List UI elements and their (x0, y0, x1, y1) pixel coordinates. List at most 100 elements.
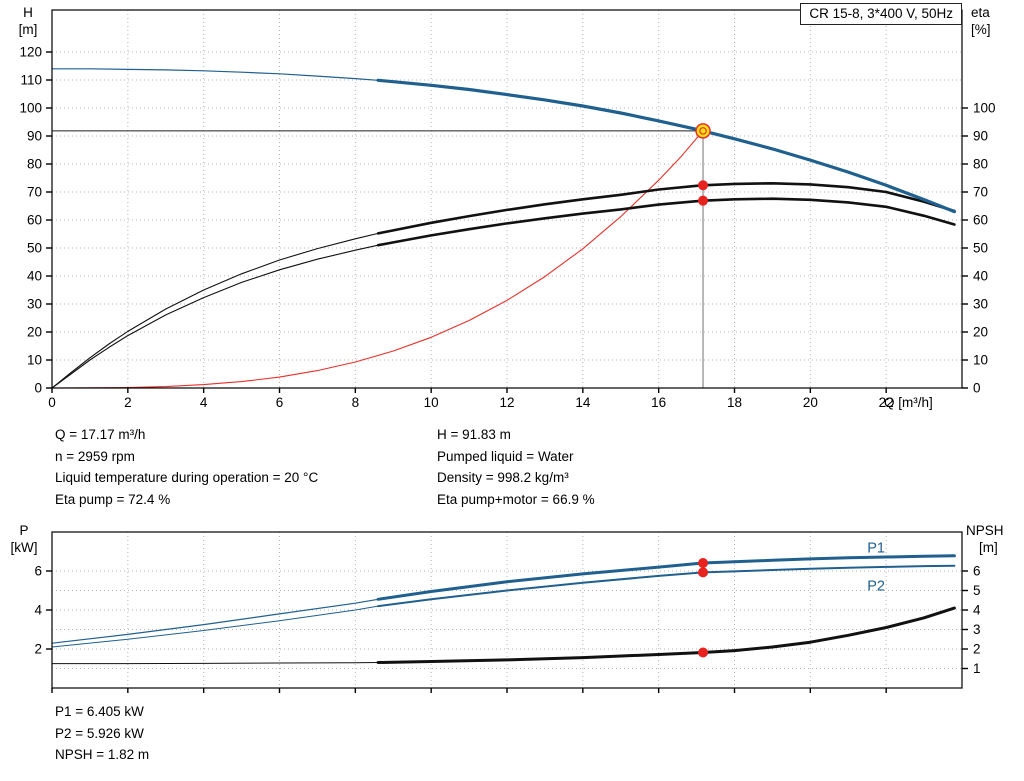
tick-labels: 2 4 6 1 2 3 4 5 6 (34, 564, 981, 693)
svg-text:0: 0 (973, 381, 981, 396)
pump-model-box: CR 15-8, 3*400 V, 50Hz (800, 3, 962, 25)
p2-curve (51, 605, 379, 648)
svg-text:20: 20 (803, 395, 818, 410)
svg-text:4: 4 (200, 395, 208, 410)
duty-point-inner-ring (699, 127, 707, 135)
grid (52, 532, 962, 688)
svg-text:6: 6 (34, 564, 42, 579)
head-efficiency-chart: 0102030405060708090100110120010203040506… (19, 9, 996, 411)
npsh-point (698, 647, 709, 658)
svg-text:3: 3 (973, 622, 981, 637)
axis-title-line: P (19, 523, 29, 538)
info-line: Eta pump+motor = 66.9 % (437, 491, 595, 507)
curve-label-p2: P2 (867, 579, 885, 595)
svg-text:20: 20 (27, 325, 42, 340)
svg-text:100: 100 (973, 101, 996, 116)
svg-text:12: 12 (499, 395, 514, 410)
eta-pump-curve (51, 232, 379, 389)
result-line: NPSH = 1.82 m (55, 747, 150, 762)
eta-pump-plus-motor-curve (376, 197, 956, 247)
system-curve (51, 130, 704, 389)
svg-text:2: 2 (973, 642, 981, 657)
svg-text:40: 40 (973, 269, 988, 284)
svg-text:30: 30 (973, 297, 988, 312)
axis-title-line: H (23, 5, 33, 20)
axis-title-line: [m] (18, 22, 38, 37)
svg-text:10: 10 (424, 395, 439, 410)
operating-point-right-column: H = 91.83 m Pumped liquid = Water Densit… (437, 424, 595, 510)
svg-text:60: 60 (973, 213, 988, 228)
head-axis-title: H [m] (10, 4, 46, 38)
info-line: n = 2959 rpm (55, 448, 135, 464)
info-line: Density = 998.2 kg/m³ (437, 470, 569, 485)
curve-label-p1: P1 (867, 540, 885, 556)
duty-point (695, 123, 711, 139)
power-axis-title: P [kW] (6, 522, 42, 556)
svg-text:70: 70 (973, 185, 988, 200)
svg-text:30: 30 (27, 297, 42, 312)
svg-text:22: 22 (879, 395, 894, 410)
svg-text:5: 5 (973, 583, 981, 598)
svg-text:14: 14 (575, 395, 591, 410)
axis-title-line: [m] (979, 540, 998, 555)
operating-point-left-column: Q = 17.17 m³/h n = 2959 rpm Liquid tempe… (55, 424, 318, 510)
svg-text:6: 6 (973, 564, 981, 579)
svg-text:40: 40 (27, 269, 42, 284)
axis-title-line: [%] (971, 22, 991, 37)
info-line: Eta pump = 72.4 % (55, 491, 171, 507)
svg-text:2: 2 (124, 395, 132, 410)
axis-title-line: [kW] (10, 540, 38, 555)
npsh-curve (376, 606, 956, 664)
eta-pump-point (698, 180, 709, 191)
svg-text:10: 10 (973, 353, 988, 368)
results-block: P1 = 6.405 kW P2 = 5.926 kW NPSH = 1.82 … (55, 701, 149, 766)
p2-point (698, 567, 709, 578)
svg-text:80: 80 (973, 157, 988, 172)
svg-text:20: 20 (973, 325, 988, 340)
npsh-curve (51, 662, 379, 665)
svg-text:6: 6 (276, 395, 284, 410)
svg-text:90: 90 (27, 129, 42, 144)
svg-text:70: 70 (27, 185, 42, 200)
eta-pump-curve (376, 182, 956, 235)
svg-text:100: 100 (19, 101, 42, 116)
svg-text:120: 120 (19, 45, 42, 60)
p2-curve (377, 564, 956, 608)
info-line: H = 91.83 m (437, 427, 511, 442)
head-curve (376, 78, 956, 214)
info-line: Liquid temperature during operation = 20… (55, 470, 319, 485)
svg-text:2: 2 (34, 642, 42, 657)
svg-text:110: 110 (20, 73, 42, 88)
info-line: Q = 17.17 m³/h (55, 427, 146, 442)
flow-axis-title: Q [m³/h] (884, 395, 933, 410)
svg-text:90: 90 (973, 129, 988, 144)
p1-curve (376, 554, 956, 601)
result-line: P2 = 5.926 kW (55, 725, 144, 741)
svg-text:18: 18 (727, 395, 742, 410)
svg-text:0: 0 (48, 395, 56, 410)
axis-title-line: NPSH (966, 523, 1004, 538)
svg-text:50: 50 (27, 241, 42, 256)
eta-axis-title: eta [%] (971, 4, 1021, 38)
result-line: P1 = 6.405 kW (55, 704, 144, 719)
svg-text:50: 50 (973, 241, 988, 256)
svg-text:4: 4 (973, 603, 981, 618)
svg-text:0: 0 (34, 381, 42, 396)
grid (52, 10, 962, 388)
head-curve (51, 68, 379, 81)
svg-text:8: 8 (352, 395, 360, 410)
svg-text:16: 16 (651, 395, 666, 410)
axis-title-line: eta (971, 5, 990, 20)
p1-curve (51, 598, 379, 644)
eta-pump-plus-motor-curve (51, 244, 379, 389)
info-line: Pumped liquid = Water (437, 448, 574, 464)
svg-text:10: 10 (27, 353, 42, 368)
npsh-axis-title: NPSH [m] (966, 522, 1022, 556)
p1-point (698, 558, 709, 569)
svg-text:60: 60 (27, 213, 42, 228)
tick-labels: 0102030405060708090100110120010203040506… (19, 45, 995, 411)
eta-pump-motor-point (698, 195, 709, 206)
svg-text:4: 4 (34, 603, 42, 618)
svg-text:1: 1 (973, 661, 981, 676)
